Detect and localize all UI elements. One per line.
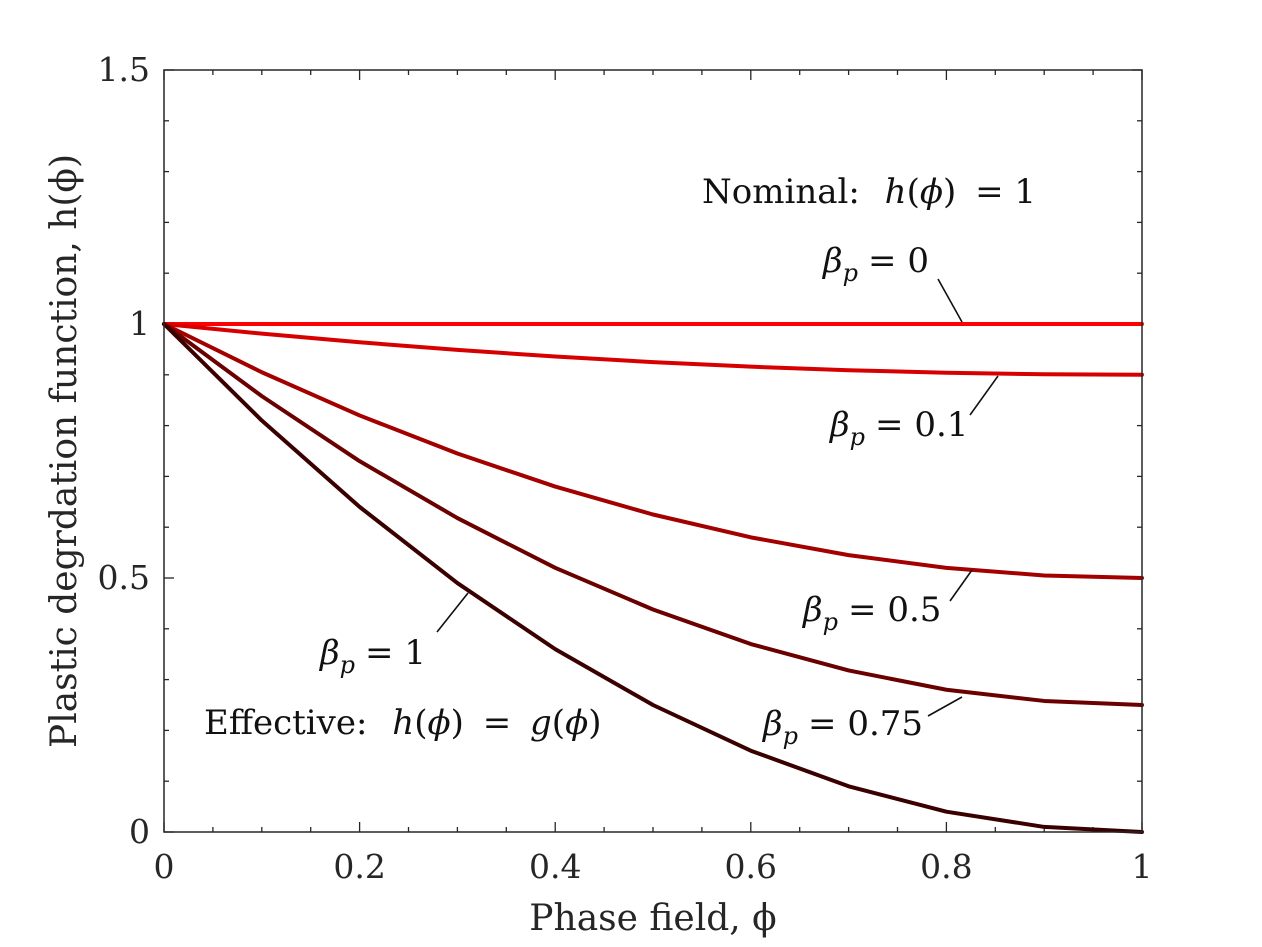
series-line-3: [162, 322, 1144, 707]
y-tick-label: 0: [129, 812, 150, 851]
leader-line: [927, 696, 963, 717]
x-tick-label: 0: [154, 847, 175, 886]
curve-label-text: βp = 0.1: [828, 405, 968, 451]
plot-frame: [163, 69, 1143, 833]
series-line-1: [162, 322, 1144, 377]
curve-label-text: βp = 0.75: [761, 704, 923, 750]
curve-label-beta-1: βp = 1: [318, 592, 469, 679]
leader-line: [969, 375, 999, 416]
curve-label-text: βp = 1: [318, 633, 426, 679]
x-tick-label: 1: [1132, 847, 1153, 886]
y-tick-label: 0.5: [98, 558, 150, 597]
nominal-annotation: Nominal: h(ϕ) = 1: [702, 172, 1036, 212]
curve-label-text: βp = 0: [821, 241, 929, 287]
x-tick-label: 0.4: [529, 847, 581, 886]
curve-label-text: βp = 0.5: [801, 590, 941, 636]
series-line-4: [162, 322, 1144, 834]
series-lines: [162, 322, 1144, 834]
y-tick-label: 1.5: [98, 50, 150, 89]
x-tick-label: 0.6: [725, 847, 777, 886]
curve-label-beta-0: βp = 0: [821, 241, 963, 323]
leader-line: [937, 278, 963, 323]
series-line-2: [162, 322, 1144, 580]
x-tick-label: 0.8: [920, 847, 972, 886]
x-axis-title: Phase field, ϕ: [529, 898, 776, 939]
curve-label-beta-0.1: βp = 0.1: [828, 375, 999, 451]
effective-annotation: Effective: h(ϕ) = g(ϕ): [204, 703, 602, 743]
curve-label-beta-0.75: βp = 0.75: [761, 696, 963, 750]
y-axis-ticks: 0 0.5 1 1.5: [98, 50, 1142, 851]
y-tick-label: 1: [129, 304, 150, 343]
x-tick-label: 0.2: [333, 847, 385, 886]
leader-line: [436, 592, 469, 633]
leader-line: [949, 569, 973, 602]
curve-label-beta-0.5: βp = 0.5: [801, 569, 973, 636]
y-axis-title: Plastic degrdation function, h(ϕ): [44, 154, 85, 748]
x-axis-ticks: 0 0.2 0.4 0.6 0.8 1: [154, 70, 1153, 886]
